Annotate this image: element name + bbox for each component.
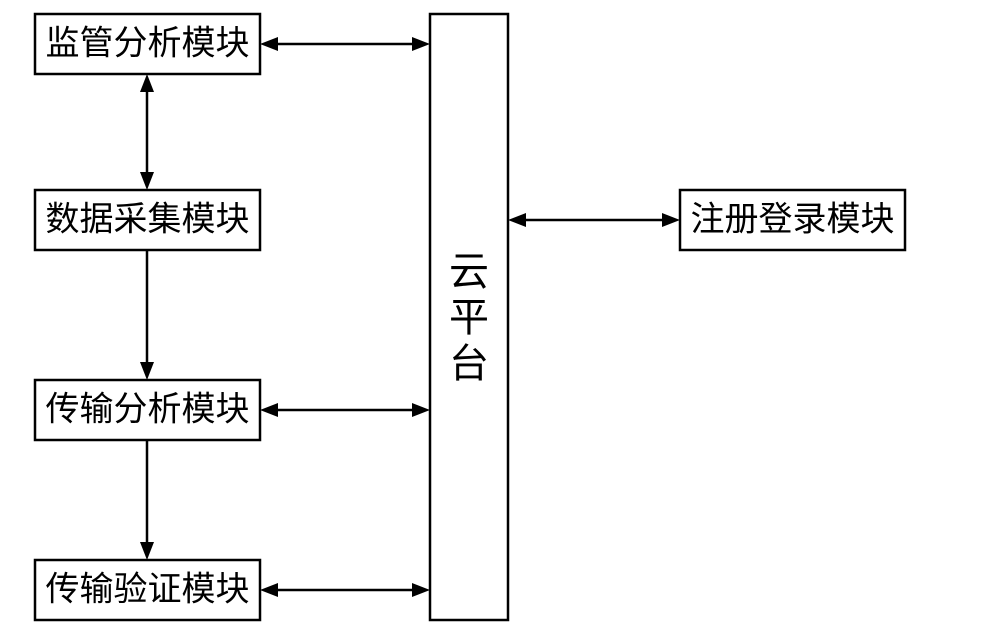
node-label-collect: 数据采集模块 <box>46 201 250 239</box>
node-label-cloud: 云平台 <box>449 249 489 386</box>
node-label-tx_verify: 传输验证模块 <box>46 571 250 609</box>
arrow-head <box>140 172 154 190</box>
arrow-head <box>260 583 278 597</box>
arrow-head <box>260 37 278 51</box>
arrow-head <box>260 403 278 417</box>
arrow-head <box>140 362 154 380</box>
arrow-head <box>662 213 680 227</box>
arrow-head <box>140 542 154 560</box>
arrow-head <box>508 213 526 227</box>
arrow-head <box>140 74 154 92</box>
node-label-tx_analyze: 传输分析模块 <box>46 391 250 429</box>
node-label-register: 注册登录模块 <box>691 201 895 239</box>
diagram-canvas: 监管分析模块数据采集模块传输分析模块传输验证模块 云平台 注册登录模块 <box>0 0 1000 641</box>
node-label-supervise: 监管分析模块 <box>46 25 250 63</box>
arrow-head <box>412 583 430 597</box>
arrow-head <box>412 37 430 51</box>
arrow-head <box>412 403 430 417</box>
